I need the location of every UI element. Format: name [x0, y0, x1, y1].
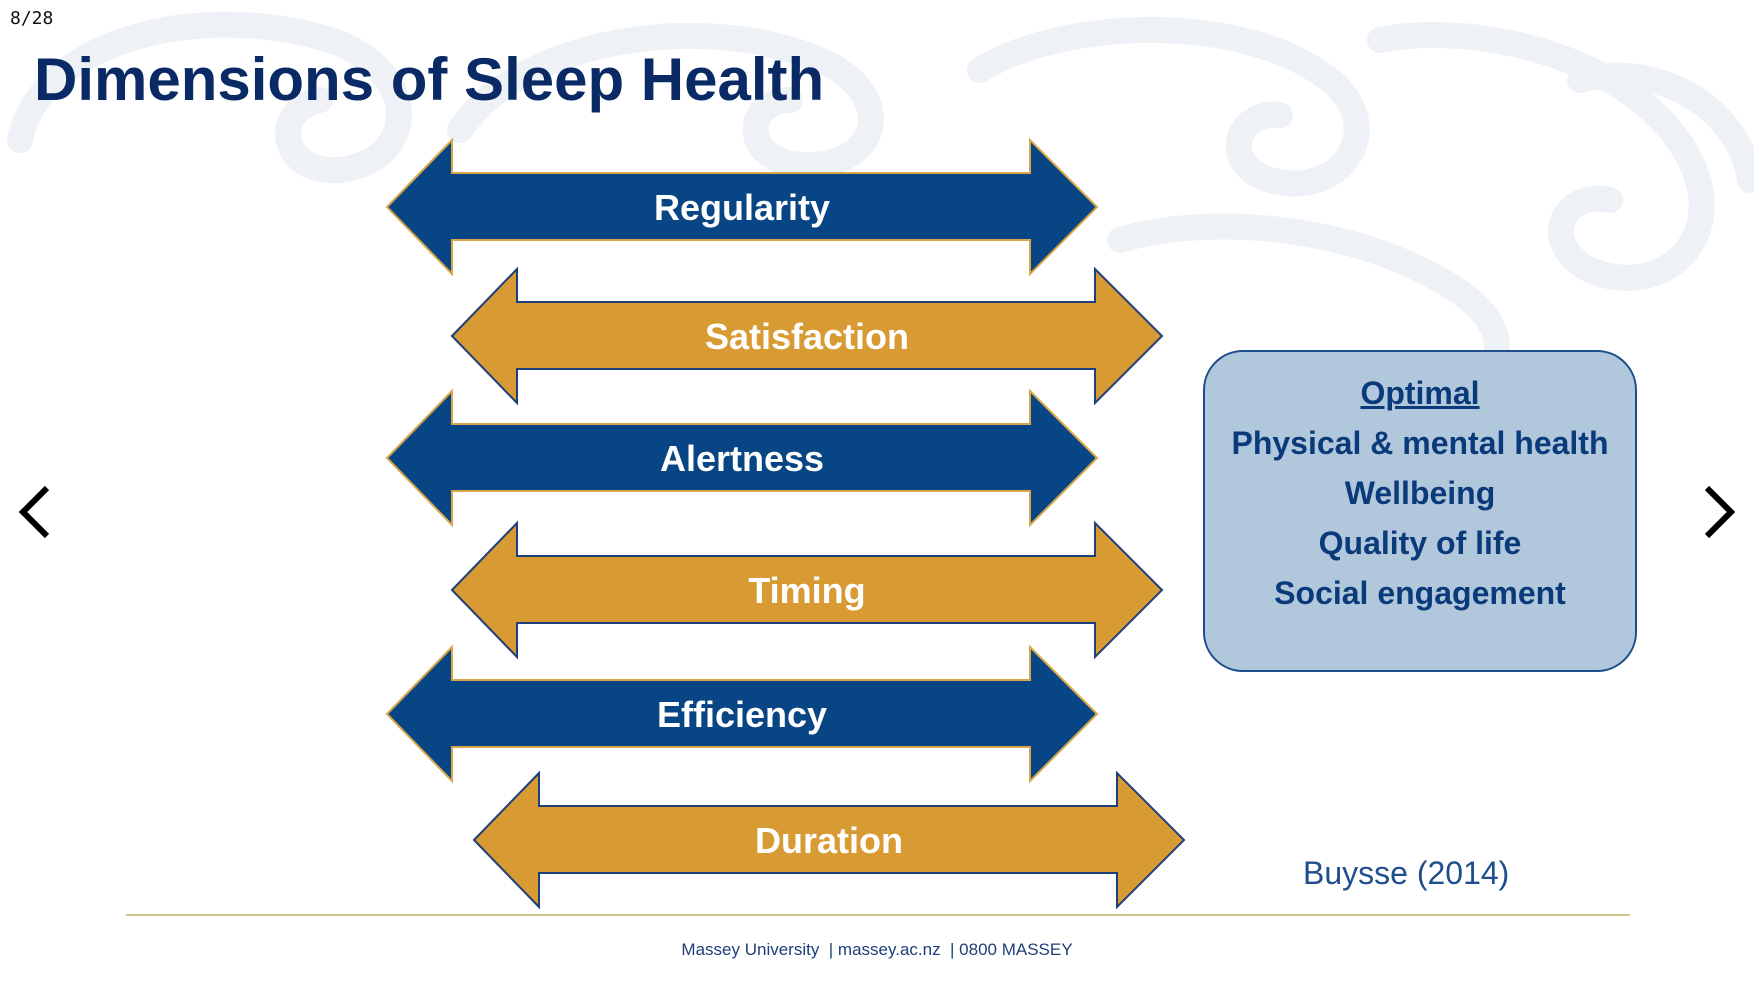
arrow-shape	[385, 137, 1099, 277]
dimension-label: Efficiency	[657, 694, 827, 735]
outcome-item: Physical & mental health	[1231, 425, 1609, 461]
citation: Buysse (2014)	[1303, 855, 1510, 891]
arrow-shape	[450, 266, 1164, 406]
dimension-arrow-regularity: Regularity	[385, 137, 1099, 277]
outcomes-heading: Optimal	[1360, 375, 1480, 411]
chevron-right-icon	[1704, 485, 1736, 539]
arrow-shape	[385, 388, 1099, 528]
outcome-item: Social engagement	[1274, 575, 1566, 611]
optimal-outcomes-box: Optimal Physical & mental health Wellbei…	[1203, 350, 1637, 672]
dimension-arrow-timing: Timing	[450, 520, 1164, 660]
arrow-shape	[450, 520, 1164, 660]
page-indicator: 8/28	[10, 8, 54, 29]
previous-slide-button[interactable]	[15, 484, 55, 540]
arrow-shape	[472, 770, 1186, 910]
dimension-label: Timing	[748, 570, 865, 611]
dimension-label: Duration	[755, 820, 903, 861]
slide-footer: Massey University | massey.ac.nz | 0800 …	[681, 940, 1073, 959]
dimension-arrow-duration: Duration	[472, 770, 1186, 910]
chevron-left-icon	[18, 485, 50, 539]
dimension-label: Regularity	[654, 187, 830, 228]
slide-title: Dimensions of Sleep Health	[34, 46, 825, 113]
footer-divider	[126, 914, 1630, 916]
dimension-arrow-efficiency: Efficiency	[385, 644, 1099, 784]
dimension-label: Alertness	[660, 438, 824, 479]
arrow-shape	[385, 644, 1099, 784]
next-slide-button[interactable]	[1699, 484, 1739, 540]
dimension-arrow-alertness: Alertness	[385, 388, 1099, 528]
outcome-item: Wellbeing	[1344, 475, 1496, 511]
dimension-arrow-satisfaction: Satisfaction	[450, 266, 1164, 406]
outcome-item: Quality of life	[1318, 525, 1522, 561]
dimension-label: Satisfaction	[705, 316, 909, 357]
